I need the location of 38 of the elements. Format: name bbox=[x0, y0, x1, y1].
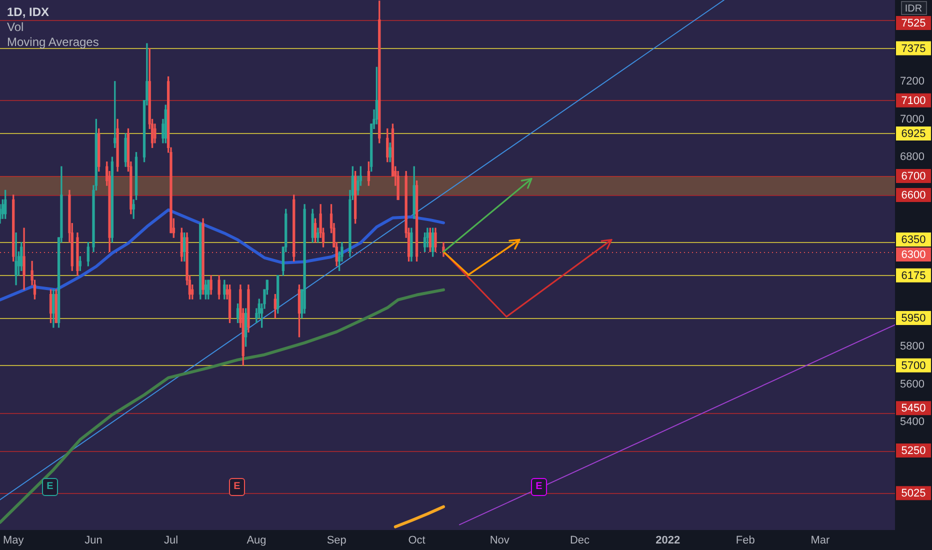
ref-line-label: 5450 bbox=[901, 402, 926, 415]
x-tick-label: Mar bbox=[810, 534, 830, 547]
annotation: Vol bbox=[7, 20, 25, 35]
x-tick-label: Jun bbox=[84, 534, 102, 547]
y-tick-label: 7200 bbox=[900, 75, 924, 88]
ref-line-label: 5700 bbox=[901, 360, 926, 372]
y-tick-label: 7000 bbox=[900, 113, 924, 126]
y-tick-label: 6800 bbox=[900, 151, 924, 164]
ref-line-label: 5025 bbox=[901, 488, 926, 500]
ref-line-label: 6925 bbox=[901, 128, 926, 140]
y-tick-label: 5600 bbox=[900, 378, 924, 390]
ref-line-label: 6350 bbox=[901, 234, 926, 246]
x-tick-label: May bbox=[2, 534, 24, 547]
x-tick-label: Jul bbox=[164, 534, 178, 547]
x-tick-label: Dec bbox=[570, 534, 590, 547]
ref-line-label: 6175 bbox=[901, 270, 926, 282]
annotation: Moving Averages bbox=[7, 35, 99, 50]
ref-line-label: 7525 bbox=[901, 18, 926, 30]
x-tick-label: Aug bbox=[246, 534, 266, 547]
ref-line-label: 6700 bbox=[901, 170, 926, 183]
ref-line-label: 5950 bbox=[901, 312, 926, 325]
x-tick-label: Oct bbox=[408, 534, 426, 547]
ref-line-label: 7375 bbox=[901, 42, 926, 55]
annotation: E bbox=[229, 478, 245, 496]
y-axis-title: IDR bbox=[904, 3, 922, 14]
chart-title: 1D, IDX bbox=[7, 5, 50, 20]
x-tick-label: Sep bbox=[326, 534, 346, 547]
annotation: E bbox=[42, 478, 58, 496]
ref-line-label: 6300 bbox=[901, 249, 926, 262]
ref-line-label: 6600 bbox=[901, 189, 926, 202]
x-tick-label: Feb bbox=[736, 534, 755, 547]
annotation: E bbox=[531, 478, 547, 496]
x-tick-label: 2022 bbox=[656, 534, 680, 547]
ref-line-label: 7100 bbox=[901, 94, 926, 107]
y-tick-label: 5800 bbox=[900, 340, 924, 352]
ref-line-label: 5250 bbox=[901, 445, 926, 458]
y-tick-label: 5400 bbox=[900, 416, 924, 428]
x-tick-label: Nov bbox=[490, 534, 510, 547]
